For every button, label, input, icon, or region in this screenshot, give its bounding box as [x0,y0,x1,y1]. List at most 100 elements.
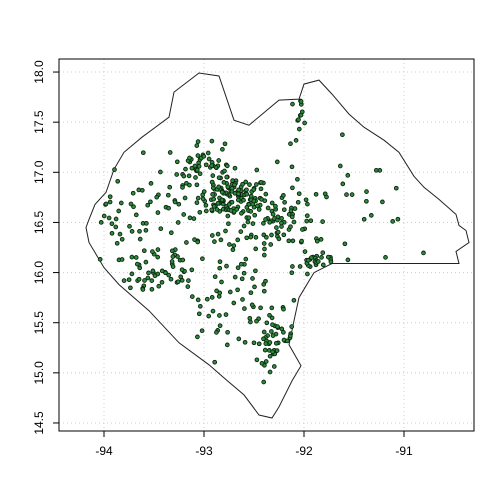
x-axis: -94 -93 -92 -91 [95,431,413,458]
data-point [275,160,279,164]
data-point [280,217,284,221]
data-point [297,127,301,131]
data-point [341,182,345,186]
data-point [316,260,320,264]
data-point [225,175,229,179]
data-point [306,258,310,262]
data-point [249,210,253,214]
data-point [210,296,214,300]
data-point [271,323,275,327]
data-point [128,224,132,228]
data-point [216,232,220,236]
data-point [223,142,227,146]
data-point [241,298,245,302]
data-point [391,220,395,224]
data-point [217,185,221,189]
data-point [147,271,151,275]
data-point [170,249,174,253]
data-point [303,121,307,125]
data-point [251,222,255,226]
data-point [225,343,229,347]
data-point [151,250,155,254]
y-axis: 14.5 15.0 15.5 16.0 16.5 17.0 17.5 18.0 [32,60,59,435]
data-point [190,268,194,272]
data-point [225,264,229,268]
data-point [320,256,324,260]
data-point [211,193,215,197]
y-tick-label: 16.0 [32,261,46,285]
data-point [181,186,185,190]
data-point [299,100,303,104]
data-point [269,243,273,247]
data-point [228,243,232,247]
data-point [338,164,342,168]
data-point [149,182,153,186]
data-point [290,271,294,275]
data-point [253,213,257,217]
data-point [394,186,398,190]
y-tick-label: 15.5 [32,311,46,335]
data-point [218,266,222,270]
data-point [117,209,121,213]
data-point [345,193,349,197]
data-point [114,217,118,221]
data-point [182,174,186,178]
data-point [287,239,291,243]
data-point [325,195,329,199]
data-point [292,220,296,224]
data-point [239,262,243,266]
data-point [242,198,246,202]
data-point [212,197,216,201]
data-point [233,183,237,187]
data-point [135,262,139,266]
data-point [171,255,175,259]
data-point [155,195,159,199]
data-point [110,222,114,226]
data-point [291,186,295,190]
data-point [195,201,199,205]
data-point [264,279,268,283]
data-point [213,275,217,279]
data-point [166,193,170,197]
data-point [245,188,249,192]
data-point [156,248,160,252]
data-point [268,341,272,345]
data-point [262,380,266,384]
data-point [274,204,278,208]
data-point [288,334,292,338]
data-point [187,174,191,178]
data-point [118,232,122,236]
data-point [264,342,268,346]
data-point [321,251,325,255]
data-point [262,289,266,293]
data-point [231,248,235,252]
data-point [243,307,247,311]
data-point [192,217,196,221]
data-point [218,260,222,264]
data-point [213,240,217,244]
data-point [237,192,241,196]
data-point [184,167,188,171]
data-point [167,273,171,277]
data-point [321,263,325,267]
data-point [249,320,253,324]
x-tick-label: -91 [395,444,413,458]
data-point [175,160,179,164]
data-point [236,198,240,202]
data-point [239,230,243,234]
data-point [276,230,280,234]
data-point [182,213,186,217]
data-point [220,190,224,194]
data-point [188,183,192,187]
data-point [346,174,350,178]
data-point [314,192,318,196]
data-point [263,247,267,251]
data-point [159,170,163,174]
data-point [232,244,236,248]
data-point [374,168,378,172]
data-point [220,280,224,284]
x-tick-label: -94 [95,444,113,458]
data-point [255,319,259,323]
data-point [168,151,172,155]
